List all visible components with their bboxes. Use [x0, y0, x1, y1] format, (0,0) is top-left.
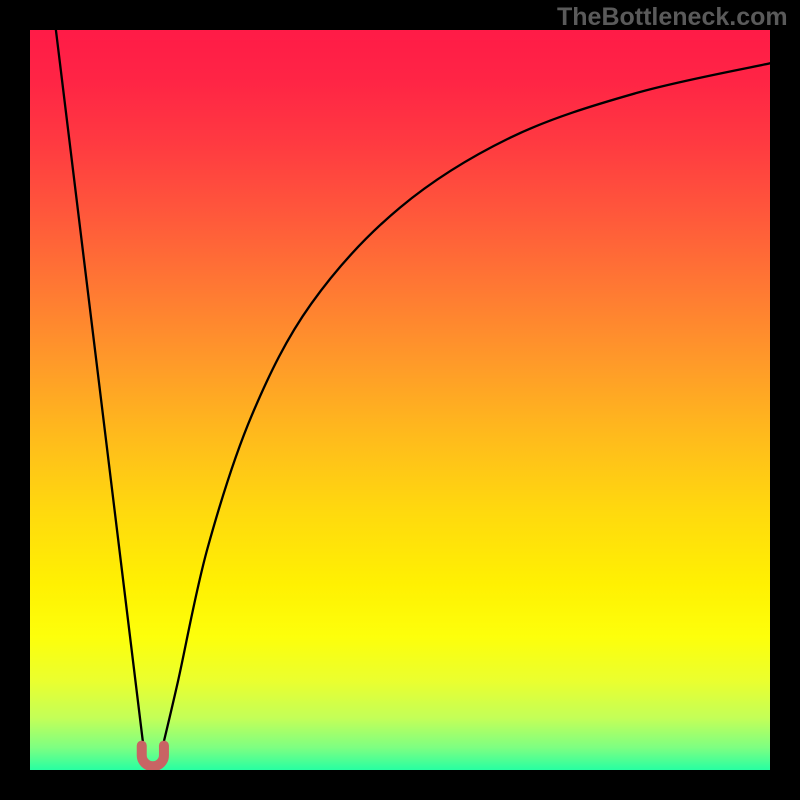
watermark-text: TheBottleneck.com	[557, 3, 788, 32]
marker-layer	[30, 30, 770, 770]
plot-area	[30, 30, 770, 770]
